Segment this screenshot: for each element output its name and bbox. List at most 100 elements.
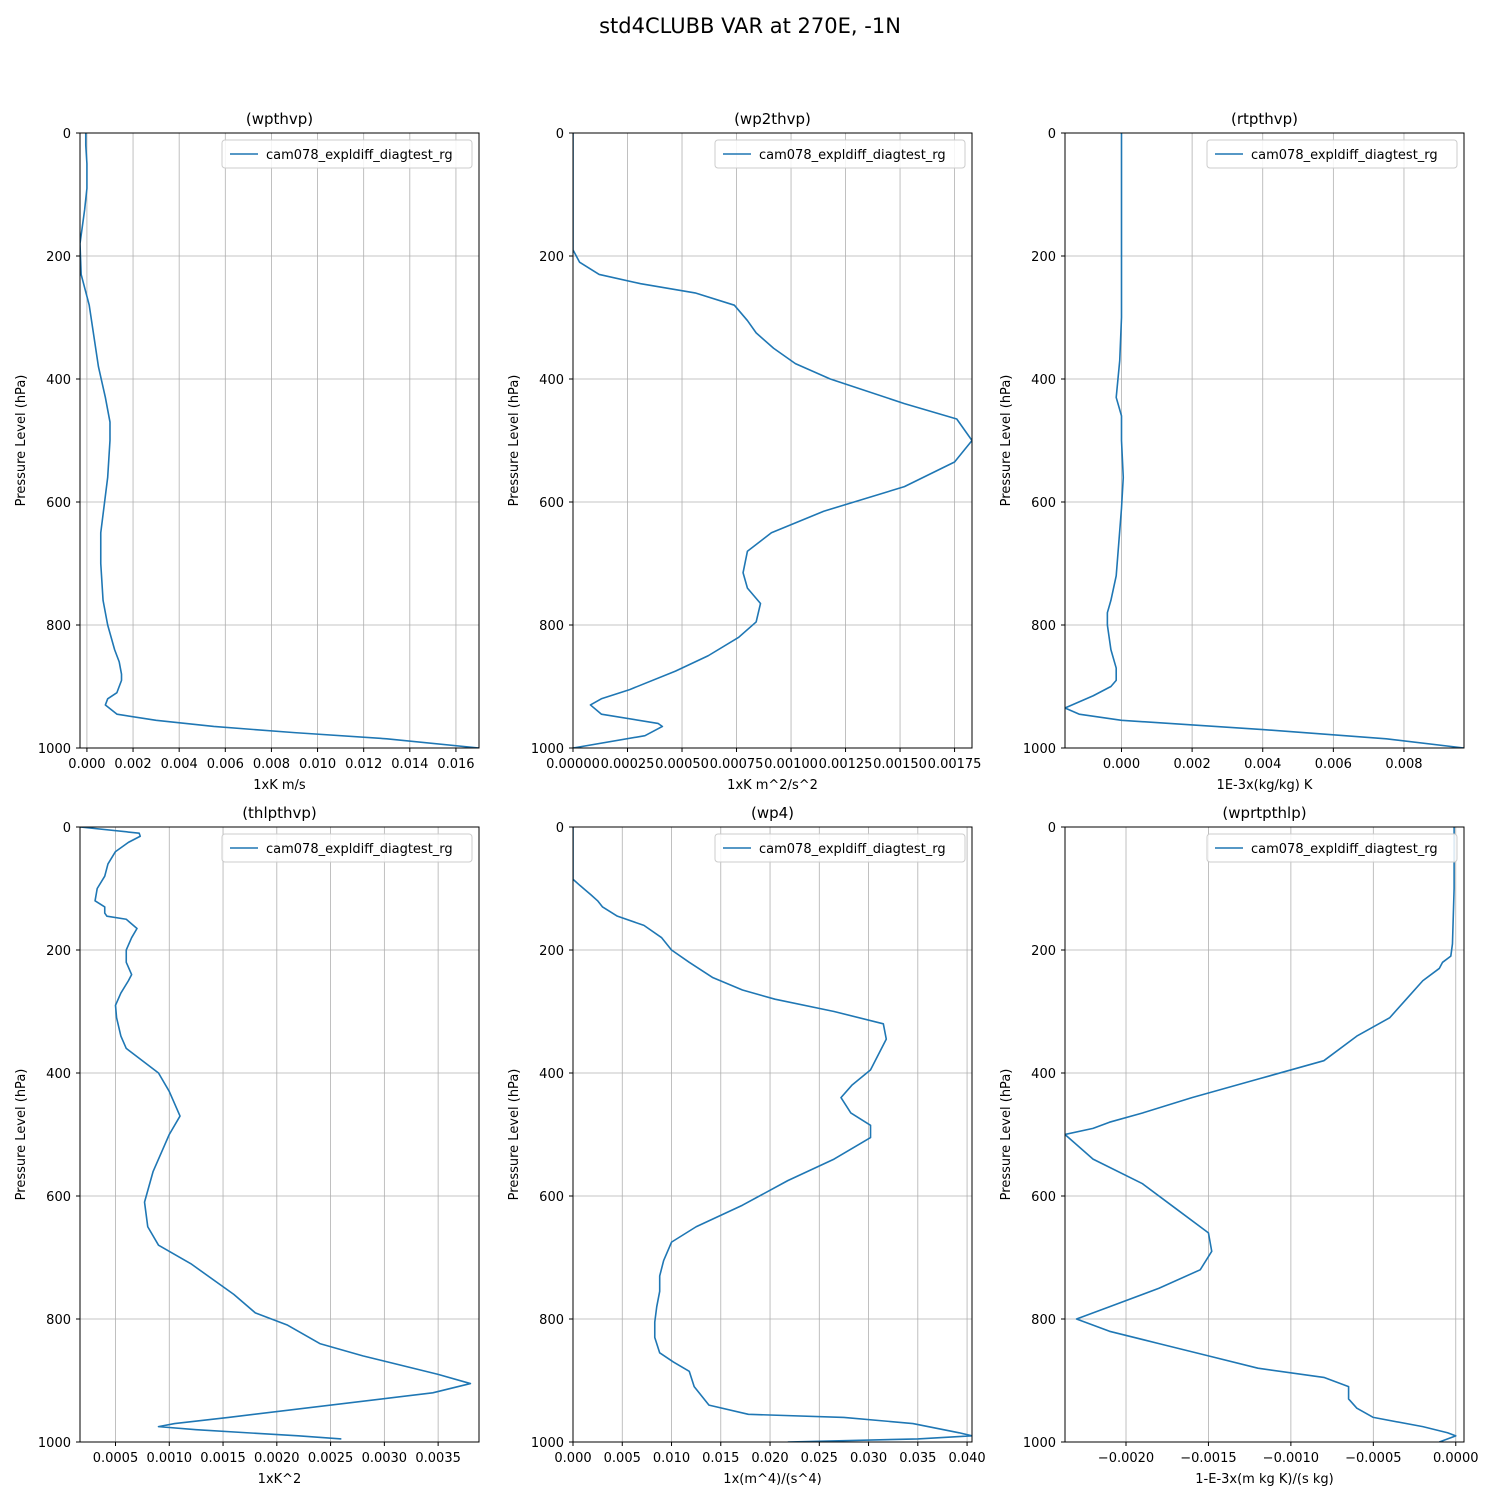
legend: cam078_expldiff_diagtest_rg [1206,139,1458,169]
series-line [80,827,472,1440]
y-tick-label: 0 [556,127,564,142]
x-tick-label: −0.0015 [1180,1451,1236,1466]
chart-title: (thlpthvp) [242,804,317,822]
x-tick-label: 0.005 [604,1451,641,1466]
legend-box [221,833,473,863]
grid [80,826,479,1443]
y-axis-label: Pressure Level (hPa) [507,1069,522,1201]
y-axis-label: Pressure Level (hPa) [999,375,1014,507]
chart-panel-3: 0.000 0.002 0.004 0.006 0.008 0 200 400 600 800 10… [999,110,1465,793]
legend-box [714,833,966,863]
chart-title: (rtpthvp) [1231,110,1298,128]
x-tick-label: 0.00150 [873,757,927,772]
y-tick-label: 200 [1031,944,1056,959]
x-tick-label: −0.0020 [1098,1451,1154,1466]
y-tick-label: 800 [1031,1313,1056,1328]
x-tick-label: 0.004 [1244,757,1281,772]
y-tick-label: 200 [1031,250,1056,265]
x-tick-label: 0.0035 [415,1451,461,1466]
y-tick-label: 800 [539,619,564,634]
y-tick-label: 600 [1031,496,1056,511]
chart-title: (wp4) [751,804,794,822]
grid [1065,826,1464,1443]
x-tick-label: −0.0010 [1263,1451,1319,1466]
x-axis-label: 1x(m^4)/(s^4) [723,1472,821,1487]
axes-frame [79,826,480,1443]
y-tick-label: 400 [539,373,564,388]
chart-title: (wpthvp) [246,110,313,128]
y-tick-label: 400 [1031,1067,1056,1082]
series-line [1065,827,1457,1442]
axes-frame [1064,826,1465,1443]
y-tick-label: 400 [539,1067,564,1082]
x-tick-label: 0.010 [653,1451,690,1466]
legend: cam078_expldiff_diagtest_rg [221,833,473,863]
y-tick-label: 0 [1048,821,1056,836]
legend: cam078_expldiff_diagtest_rg [221,139,473,169]
x-tick-label: 0.000 [68,757,105,772]
chart-panel-5: 0.000 0.005 0.010 0.015 0.020 0.025 0.030 0.035… [507,804,986,1487]
y-tick-label: 200 [539,250,564,265]
x-tick-label: 0.004 [161,757,198,772]
x-tick-label: 0.030 [850,1451,887,1466]
y-tick-label: 600 [539,1190,564,1205]
grid [80,132,479,749]
legend-box [221,139,473,169]
x-tick-label: 0.0005 [93,1451,139,1466]
series-line [1065,133,1464,748]
y-tick-label: 600 [539,496,564,511]
y-tick-label: 1000 [1023,1436,1056,1451]
x-tick-label: 0.00175 [928,757,982,772]
legend-box [1206,833,1458,863]
axes-frame [79,132,480,749]
axes-frame [572,826,973,1443]
x-tick-label: 0.00075 [710,757,764,772]
x-tick-label: 0.016 [437,757,474,772]
chart-panel-1: 0.000 0.002 0.004 0.006 0.008 0.010 0.012 0.014… [14,110,480,793]
chart-panel-2: 0.00000 0.00025 0.00050 0.00075 0.00100 0.001… [507,110,981,793]
axes-frame [572,132,973,749]
x-tick-label: 0.008 [253,757,290,772]
y-axis-label: Pressure Level (hPa) [999,1069,1014,1201]
chart-title: (wp2thvp) [734,110,811,128]
chart-panel-4: 0.0005 0.0010 0.0015 0.0020 0.0025 0.0030 0.00… [14,804,480,1487]
chart-title: (wprtpthlp) [1222,804,1306,822]
legend-label: cam078_expldiff_diagtest_rg [266,842,453,857]
series-line [573,827,972,1442]
x-tick-label: 0.020 [751,1451,788,1466]
y-tick-label: 600 [46,1190,71,1205]
x-tick-label: 0.000 [554,1451,591,1466]
series-line [80,133,479,748]
legend-label: cam078_expldiff_diagtest_rg [759,842,946,857]
y-tick-label: 0 [1048,127,1056,142]
x-tick-label: 0.040 [948,1451,985,1466]
y-tick-label: 200 [539,944,564,959]
y-tick-label: 800 [539,1313,564,1328]
y-tick-label: 400 [46,373,71,388]
y-tick-label: 200 [46,944,71,959]
legend-label: cam078_expldiff_diagtest_rg [1251,148,1438,163]
x-tick-label: 0.0015 [200,1451,246,1466]
grid [572,132,972,749]
axes-frame [1064,132,1465,749]
x-axis-label: 1xK m/s [253,778,306,793]
x-tick-label: 0.00000 [546,757,600,772]
legend: cam078_expldiff_diagtest_rg [714,139,966,169]
x-tick-label: 0.000 [1103,757,1140,772]
x-tick-label: 0.025 [801,1451,838,1466]
legend-box [714,139,966,169]
grid [1065,132,1464,749]
x-tick-label: 0.0020 [254,1451,300,1466]
y-tick-label: 800 [46,1313,71,1328]
legend-label: cam078_expldiff_diagtest_rg [266,148,453,163]
x-tick-label: 0.0030 [362,1451,408,1466]
y-tick-label: 200 [46,250,71,265]
x-tick-label: 0.008 [1385,757,1422,772]
y-tick-label: 0 [63,821,71,836]
x-tick-label: 0.0000 [1433,1451,1479,1466]
y-axis-label: Pressure Level (hPa) [14,1069,29,1201]
x-tick-label: 0.00050 [655,757,709,772]
y-tick-label: 1000 [1023,742,1056,757]
x-tick-label: 0.00025 [601,757,655,772]
